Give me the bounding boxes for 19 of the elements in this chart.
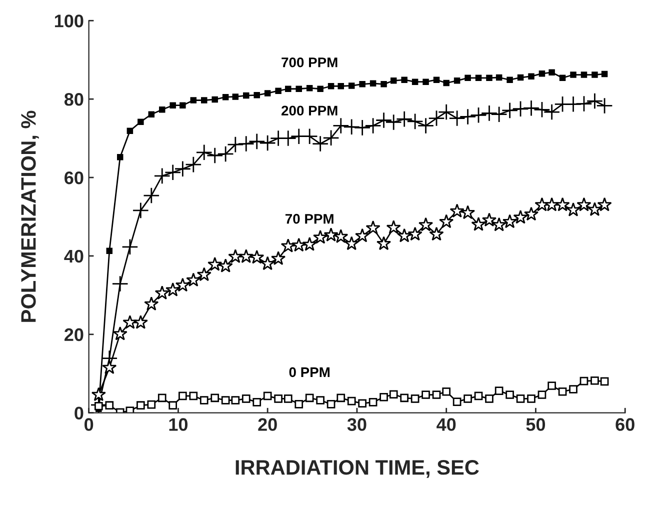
x-tick-label: 60 [616,418,634,431]
y-tick-label: 0 [74,406,84,420]
series-label: 0 PPM [289,367,330,378]
series-label: 700 PPM [282,57,338,68]
x-axis-title: IRRADIATION TIME, SEC [236,460,479,478]
series-label: 70 PPM [285,214,334,224]
y-tick-label: 60 [64,171,84,184]
x-tick-label: 50 [526,418,546,431]
x-tick-label: 30 [347,418,366,431]
x-tick-label: 20 [258,418,277,431]
y-tick-label: 40 [64,250,84,263]
x-tick-label: 0 [84,418,94,431]
y-tick-label: 20 [64,328,84,342]
y-axis-title: POLYMERIZATION, % [21,110,39,322]
x-tick-label: 10 [169,418,188,431]
series-label: 200 PPM [282,106,338,116]
x-tick-label: 40 [436,418,456,431]
y-tick-label: 100 [54,14,84,28]
y-tick-label: 80 [64,93,84,106]
